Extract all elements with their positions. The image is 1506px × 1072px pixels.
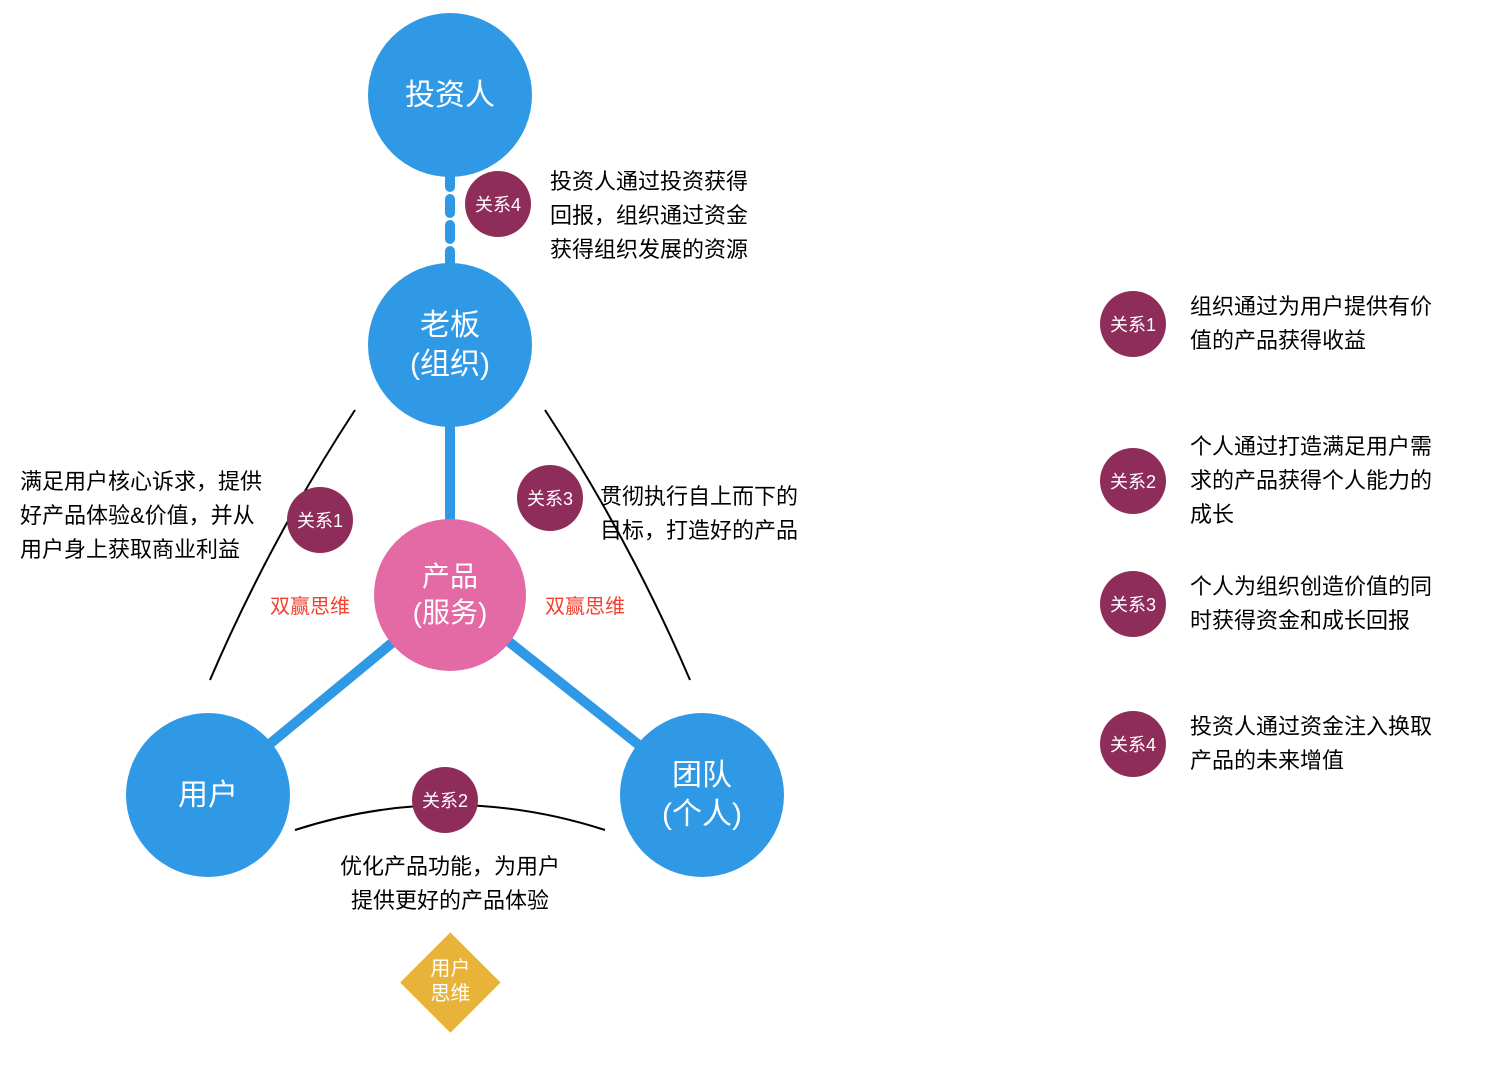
- legend-row-3: 关系3 个人为组织创造价值的同 时获得资金和成长回报: [1100, 570, 1506, 638]
- relationship-badge-4-label: 关系4: [475, 191, 521, 217]
- node-team-label: 团队 (个人): [662, 756, 742, 834]
- legend-text-4: 投资人通过资金注入换取 产品的未来增值: [1190, 710, 1500, 778]
- legend-badge-1: 关系1: [1100, 291, 1166, 357]
- node-investor: 投资人: [368, 13, 532, 177]
- diagram-stage: 投资人 老板 (组织) 产品 (服务) 用户 团队 (个人) 关系1 关系2 关…: [0, 0, 1506, 1072]
- legend-row-1: 关系1 组织通过为用户提供有价 值的产品获得收益: [1100, 290, 1506, 358]
- node-product: 产品 (服务): [374, 519, 526, 671]
- relationship-badge-3-label: 关系3: [527, 485, 573, 511]
- legend-badge-4-label: 关系4: [1110, 731, 1156, 757]
- relationship-badge-3: 关系3: [517, 465, 583, 531]
- relationship-badge-2: 关系2: [412, 767, 478, 833]
- legend-badge-4: 关系4: [1100, 711, 1166, 777]
- annotation-relationship-2: 优化产品功能，为用户 提供更好的产品体验: [305, 850, 595, 918]
- relationship-badge-1-label: 关系1: [297, 507, 343, 533]
- legend-row-4: 关系4 投资人通过资金注入换取 产品的未来增值: [1100, 710, 1506, 778]
- annotation-relationship-3: 贯彻执行自上而下的 目标，打造好的产品: [600, 480, 840, 548]
- accent-label-win-win-right: 双赢思维: [545, 590, 625, 619]
- legend-badge-2: 关系2: [1100, 448, 1166, 514]
- annotation-relationship-4: 投资人通过投资获得 回报，组织通过资金 获得组织发展的资源: [550, 165, 810, 267]
- node-boss: 老板 (组织): [368, 263, 532, 427]
- accent-label-win-win-left: 双赢思维: [270, 590, 350, 619]
- diamond-user-thinking-label: 用户 思维: [430, 957, 470, 1007]
- legend-badge-2-label: 关系2: [1110, 468, 1156, 494]
- legend-badge-3: 关系3: [1100, 571, 1166, 637]
- annotation-relationship-1: 满足用户核心诉求，提供 好产品体验&价值，并从 用户身上获取商业利益: [20, 465, 300, 567]
- node-boss-label: 老板 (组织): [410, 306, 490, 384]
- legend-text-1: 组织通过为用户提供有价 值的产品获得收益: [1190, 290, 1500, 358]
- relationship-badge-4: 关系4: [465, 171, 531, 237]
- node-team: 团队 (个人): [620, 713, 784, 877]
- relationship-badge-2-label: 关系2: [422, 787, 468, 813]
- legend-badge-3-label: 关系3: [1110, 591, 1156, 617]
- legend-badge-1-label: 关系1: [1110, 311, 1156, 337]
- node-user: 用户: [126, 713, 290, 877]
- node-product-label: 产品 (服务): [413, 559, 488, 632]
- legend-row-2: 关系2 个人通过打造满足用户需 求的产品获得个人能力的 成长: [1100, 430, 1506, 532]
- node-user-label: 用户: [178, 776, 238, 815]
- legend-text-3: 个人为组织创造价值的同 时获得资金和成长回报: [1190, 570, 1500, 638]
- legend-text-2: 个人通过打造满足用户需 求的产品获得个人能力的 成长: [1190, 430, 1500, 532]
- node-investor-label: 投资人: [405, 76, 495, 115]
